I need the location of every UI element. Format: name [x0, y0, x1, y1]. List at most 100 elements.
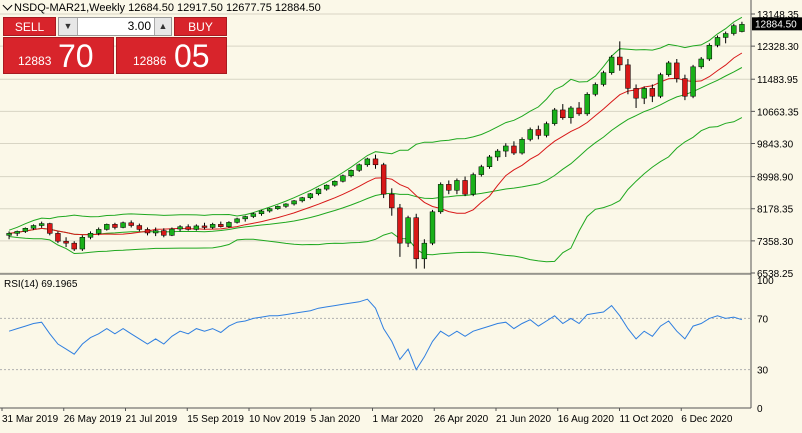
candle-body[interactable]: [446, 184, 452, 191]
candle-body[interactable]: [625, 64, 631, 89]
candle-body[interactable]: [576, 107, 582, 115]
candle-body[interactable]: [95, 229, 102, 234]
candle-body[interactable]: [543, 123, 550, 136]
candle-body[interactable]: [389, 193, 395, 209]
candle-body[interactable]: [315, 188, 322, 195]
candle-body[interactable]: [527, 129, 533, 140]
candle-body[interactable]: [649, 88, 656, 97]
candle-body[interactable]: [112, 224, 118, 228]
candle-body[interactable]: [657, 74, 664, 97]
candle-body[interactable]: [136, 225, 143, 230]
candle-body[interactable]: [87, 233, 94, 238]
candle-body[interactable]: [71, 242, 77, 250]
candle-body[interactable]: [397, 207, 403, 244]
candle-body[interactable]: [470, 174, 476, 195]
candle-body[interactable]: [592, 84, 599, 95]
candle-body[interactable]: [161, 230, 167, 236]
candle-body[interactable]: [568, 107, 574, 119]
candle-body[interactable]: [234, 218, 240, 223]
chevron-up-icon[interactable]: ▲: [154, 18, 171, 35]
candle-body[interactable]: [364, 158, 371, 166]
sell-price-button[interactable]: 12883 70: [3, 37, 114, 74]
candle-body[interactable]: [47, 223, 53, 234]
candle-body[interactable]: [38, 223, 45, 226]
buy-price-button[interactable]: 12886 05: [116, 37, 227, 74]
candle-body[interactable]: [307, 193, 314, 198]
candle-body[interactable]: [201, 225, 208, 228]
candle-body[interactable]: [551, 109, 558, 124]
candle-body[interactable]: [258, 210, 265, 215]
candle-body[interactable]: [429, 211, 436, 244]
candle-body[interactable]: [380, 164, 387, 195]
candle-body[interactable]: [478, 166, 485, 175]
candle-body[interactable]: [413, 217, 419, 260]
candle-body[interactable]: [405, 217, 411, 244]
candle-body[interactable]: [511, 145, 517, 154]
candle-body[interactable]: [152, 230, 159, 234]
candle-body[interactable]: [486, 156, 493, 167]
candle-body[interactable]: [104, 224, 110, 230]
candle-body[interactable]: [323, 184, 330, 190]
candle-body[interactable]: [584, 94, 590, 115]
candle-body[interactable]: [6, 233, 12, 236]
quantity-value[interactable]: 3.00: [127, 19, 151, 33]
candle-body[interactable]: [144, 229, 151, 234]
candle-body[interactable]: [698, 58, 704, 68]
candle-body[interactable]: [128, 222, 134, 226]
candle-body[interactable]: [79, 237, 86, 250]
candle-body[interactable]: [55, 233, 61, 242]
candle-body[interactable]: [14, 231, 20, 234]
chevron-down-icon[interactable]: ▼: [59, 18, 78, 35]
candle-body[interactable]: [608, 56, 615, 73]
candle-body[interactable]: [600, 72, 607, 85]
candle-body[interactable]: [535, 129, 542, 136]
candle-body[interactable]: [682, 78, 688, 97]
candle-body[interactable]: [437, 184, 444, 213]
candle-body[interactable]: [494, 150, 501, 158]
candle-body[interactable]: [283, 203, 289, 207]
candle-body[interactable]: [209, 224, 216, 228]
candle-body[interactable]: [462, 180, 468, 195]
candle-body[interactable]: [242, 216, 248, 220]
sell-button[interactable]: SELL: [3, 17, 56, 36]
candle-body[interactable]: [169, 228, 175, 236]
candle-body[interactable]: [177, 226, 183, 230]
candle-body[interactable]: [22, 228, 29, 232]
candle-body[interactable]: [722, 33, 729, 38]
candle-body[interactable]: [519, 139, 525, 154]
candle-body[interactable]: [454, 180, 460, 191]
candle-body[interactable]: [30, 225, 37, 229]
candle-body[interactable]: [250, 213, 257, 217]
candle-body[interactable]: [275, 206, 281, 209]
candle-body[interactable]: [372, 158, 379, 166]
candle-body[interactable]: [560, 109, 566, 119]
candle-body[interactable]: [617, 56, 623, 66]
candle-body[interactable]: [674, 62, 680, 79]
candle-body[interactable]: [266, 208, 273, 212]
candle-body[interactable]: [63, 240, 69, 244]
candle-body[interactable]: [348, 170, 354, 177]
candle-body[interactable]: [291, 200, 297, 205]
candle-body[interactable]: [633, 88, 639, 99]
candle-body[interactable]: [421, 242, 428, 260]
candle-body[interactable]: [503, 145, 509, 152]
candle-body[interactable]: [356, 164, 362, 171]
candle-body[interactable]: [641, 88, 647, 99]
candle-body[interactable]: [299, 197, 305, 202]
candle-body[interactable]: [714, 37, 721, 46]
candle-body[interactable]: [226, 222, 232, 227]
candle-body[interactable]: [332, 180, 338, 186]
candle-body[interactable]: [185, 226, 191, 230]
candle-body[interactable]: [340, 175, 346, 182]
main-chart-pane[interactable]: [0, 13, 751, 274]
candle-body[interactable]: [120, 222, 126, 228]
candle-body[interactable]: [218, 224, 224, 227]
candle-body[interactable]: [665, 62, 672, 75]
buy-button[interactable]: BUY: [174, 17, 227, 36]
quantity-stepper[interactable]: ▼ 3.00 ▲: [58, 17, 172, 36]
candle-body[interactable]: [690, 66, 696, 97]
candle-body[interactable]: [731, 25, 737, 34]
candle-body[interactable]: [193, 225, 200, 230]
rsi-pane[interactable]: [0, 298, 751, 371]
